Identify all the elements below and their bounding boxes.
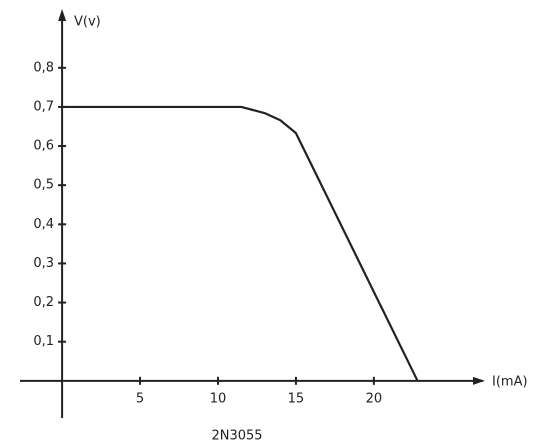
y-tick-label: 0,1 xyxy=(33,334,54,349)
x-tick-label: 15 xyxy=(288,391,305,406)
x-axis-arrow xyxy=(473,376,485,385)
y-axis-label: V(v) xyxy=(74,15,101,30)
chart-title: 2N3055 xyxy=(211,429,262,444)
line xyxy=(62,105,419,382)
x-tick-label: 10 xyxy=(210,391,227,406)
y-tick-label: 0,5 xyxy=(33,178,54,193)
y-tick-label: 0,3 xyxy=(33,256,54,271)
y-tick-label: 0,2 xyxy=(33,295,54,310)
y-tick-label: 0,6 xyxy=(33,139,54,154)
y-tick-label: 0,7 xyxy=(33,99,54,114)
x-tick-label: 5 xyxy=(136,391,144,406)
x-tick-label: 20 xyxy=(366,391,383,406)
x-axis-label: I(mA) xyxy=(492,375,528,390)
y-tick-label: 0,8 xyxy=(33,60,54,75)
y-axis-arrow xyxy=(58,9,67,21)
y-tick-label: 0,4 xyxy=(33,217,54,232)
